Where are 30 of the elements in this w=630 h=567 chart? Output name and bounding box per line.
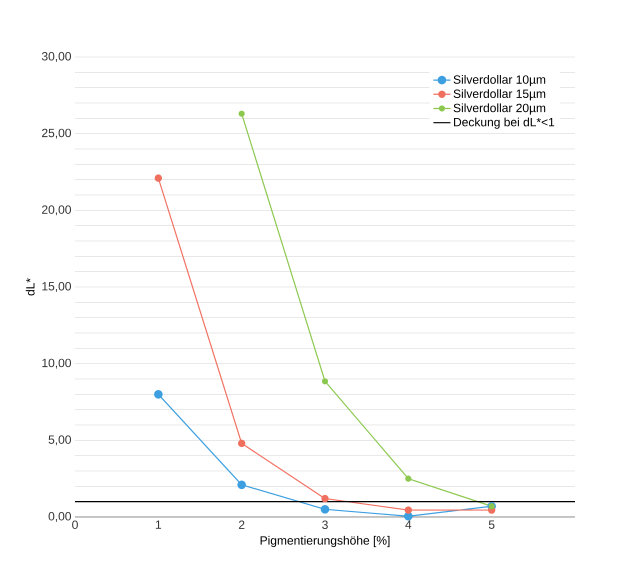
x-tick-label: 1 xyxy=(156,520,162,529)
y-tick-label: 15,00 xyxy=(42,282,72,292)
point xyxy=(405,476,412,482)
legend-label: Deckung bei dL*<1 xyxy=(454,118,554,129)
point xyxy=(322,378,328,384)
point xyxy=(320,505,330,514)
point xyxy=(321,494,329,502)
y-tick-label: 20,00 xyxy=(42,205,72,216)
point xyxy=(154,390,163,399)
x-tick-label: 4 xyxy=(405,520,412,529)
point xyxy=(154,174,162,182)
y-tick-label: 5,00 xyxy=(48,435,72,446)
x-tick-label: 2 xyxy=(238,520,244,529)
y-tick-label: 30,00 xyxy=(42,52,72,62)
point xyxy=(237,480,246,490)
y-tick-label: 25,00 xyxy=(42,128,72,139)
legend-label: Silverdollar 10µm xyxy=(454,75,546,86)
point xyxy=(404,512,413,521)
y-tick-label: 0,00 xyxy=(48,512,72,522)
point xyxy=(404,506,412,514)
legend-label: Silverdollar 15µm xyxy=(454,89,546,100)
x-tick-label: 5 xyxy=(488,520,494,529)
legend-label: Silverdollar 20µm xyxy=(454,103,546,115)
y-axis-title: dL* xyxy=(26,278,35,296)
point xyxy=(238,440,246,448)
x-tick-label: 0 xyxy=(72,520,78,530)
x-axis-title: Pigmentierungshöhe [%] xyxy=(260,536,390,548)
x-tick-label: 3 xyxy=(322,520,328,530)
y-tick-label: 10,00 xyxy=(42,358,72,369)
point xyxy=(238,110,245,117)
